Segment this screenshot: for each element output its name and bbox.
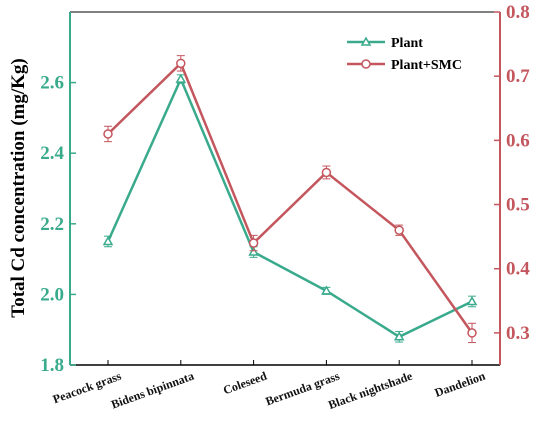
right-tick-label: 0.4 — [506, 259, 530, 280]
right-tick-label: 0.3 — [506, 323, 530, 344]
legend-marker — [361, 59, 371, 69]
legend-marker — [360, 36, 372, 46]
left-tick-label: 2.4 — [40, 143, 64, 164]
right-tick-label: 0.6 — [506, 130, 530, 151]
left-tick-label: 2.6 — [40, 73, 64, 94]
data-point-triangle — [248, 246, 259, 256]
data-point-circle — [248, 238, 259, 248]
data-point-triangle — [175, 73, 187, 83]
left-tick-label: 2.0 — [40, 284, 64, 305]
data-point-triangle — [466, 295, 478, 306]
x-tick-label: Coleseed — [221, 369, 269, 398]
right-tick-label: 0.7 — [506, 66, 530, 87]
data-point-triangle — [393, 331, 405, 341]
legend-label: Plant+SMC — [391, 58, 462, 73]
y-axis-label: Total Cd concentration (mg/Kg) — [8, 58, 29, 317]
data-point-triangle — [321, 285, 332, 295]
data-point-triangle — [102, 235, 114, 246]
right-tick-label: 0.8 — [506, 2, 530, 23]
left-tick-label: 2.2 — [40, 214, 64, 235]
data-point-circle — [103, 129, 113, 139]
right-tick-label: 0.5 — [506, 195, 530, 216]
x-tick-label: Black nightshade — [326, 368, 414, 412]
data-point-circle — [321, 167, 332, 178]
series-line-plant-smc — [107, 61, 474, 334]
series-line-plant — [106, 75, 473, 339]
left-tick-label: 1.8 — [40, 355, 64, 376]
plot-area: 1.82.02.22.42.60.30.40.50.60.70.8Peacock… — [40, 2, 530, 412]
x-tick-label: Dandelion — [433, 369, 488, 400]
data-point-circle — [394, 225, 404, 235]
x-tick-label: Bidens bipinnata — [109, 369, 196, 412]
data-point-circle — [176, 58, 186, 69]
data-point-circle — [467, 328, 477, 338]
legend-label: Plant — [391, 36, 423, 51]
